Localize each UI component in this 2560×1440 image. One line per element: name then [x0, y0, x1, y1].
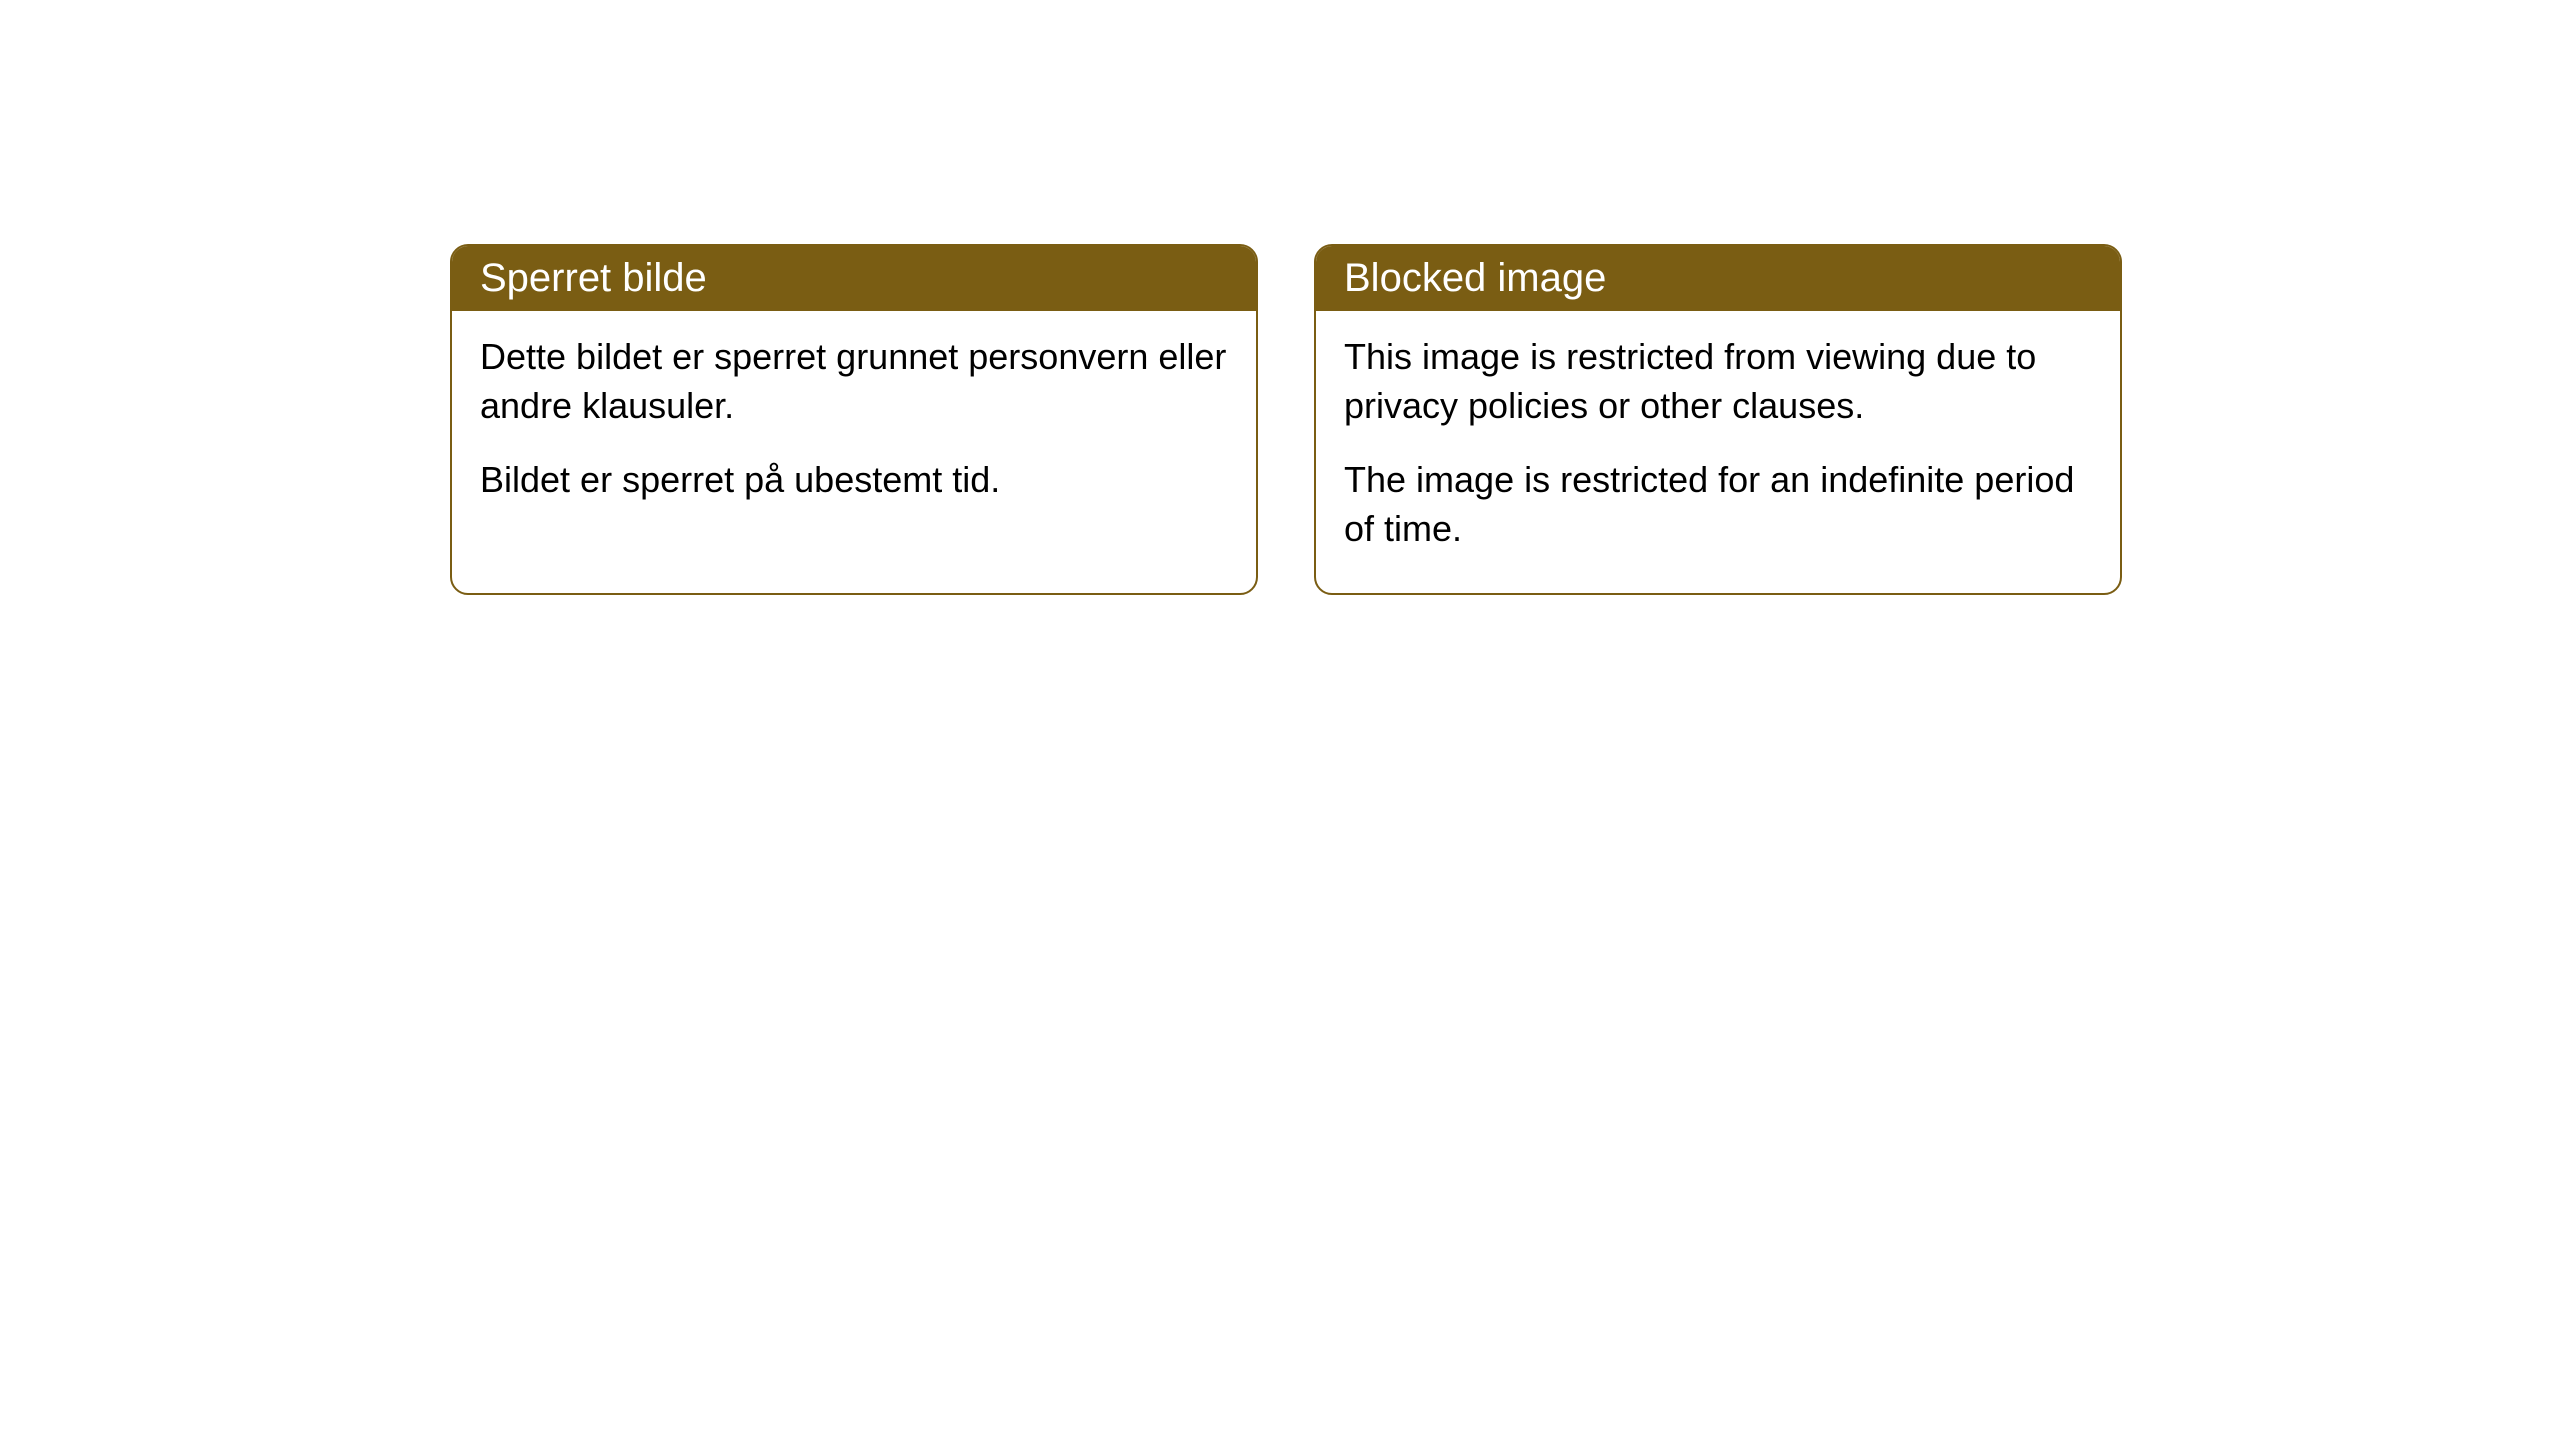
card-title: Blocked image: [1344, 256, 1606, 300]
card-paragraph-2: Bildet er sperret på ubestemt tid.: [480, 456, 1228, 505]
card-paragraph-1: Dette bildet er sperret grunnet personve…: [480, 333, 1228, 430]
card-body-english: This image is restricted from viewing du…: [1316, 311, 2120, 593]
card-header-english: Blocked image: [1316, 246, 2120, 311]
blocked-card-english: Blocked image This image is restricted f…: [1314, 244, 2122, 595]
blocked-image-cards: Sperret bilde Dette bildet er sperret gr…: [450, 244, 2122, 595]
card-header-norwegian: Sperret bilde: [452, 246, 1256, 311]
blocked-card-norwegian: Sperret bilde Dette bildet er sperret gr…: [450, 244, 1258, 595]
card-title: Sperret bilde: [480, 256, 707, 300]
card-paragraph-1: This image is restricted from viewing du…: [1344, 333, 2092, 430]
card-paragraph-2: The image is restricted for an indefinit…: [1344, 456, 2092, 553]
card-body-norwegian: Dette bildet er sperret grunnet personve…: [452, 311, 1256, 545]
